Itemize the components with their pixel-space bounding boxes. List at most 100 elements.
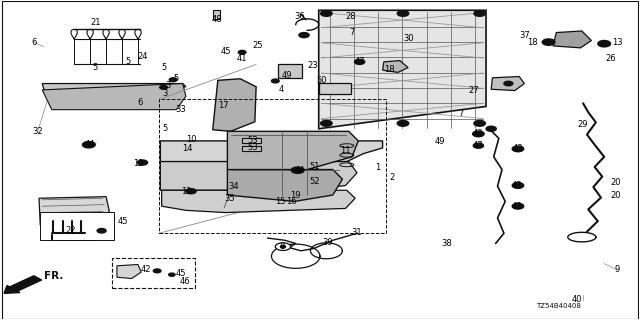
Circle shape: [138, 160, 148, 165]
Polygon shape: [161, 141, 383, 162]
Circle shape: [542, 39, 555, 45]
Text: 43: 43: [511, 181, 522, 190]
Text: 35: 35: [224, 194, 235, 204]
Circle shape: [271, 79, 279, 83]
Circle shape: [512, 183, 524, 188]
Polygon shape: [161, 162, 357, 190]
Text: 19: 19: [291, 190, 301, 200]
Text: 39: 39: [323, 238, 333, 247]
Text: 50: 50: [316, 76, 326, 85]
Text: 13: 13: [612, 38, 622, 47]
Polygon shape: [491, 76, 524, 91]
Circle shape: [83, 141, 95, 148]
Text: 18: 18: [527, 38, 538, 47]
Text: 14: 14: [182, 144, 193, 153]
Text: 53: 53: [248, 136, 259, 145]
Polygon shape: [319, 10, 486, 129]
Circle shape: [238, 50, 246, 54]
Polygon shape: [117, 265, 141, 278]
Text: 23: 23: [307, 60, 317, 69]
Text: 52: 52: [310, 177, 320, 186]
Text: 43: 43: [511, 202, 522, 211]
Bar: [242, 138, 261, 143]
Text: 20: 20: [611, 178, 621, 187]
Circle shape: [299, 33, 309, 38]
Circle shape: [186, 189, 196, 194]
Text: 6: 6: [31, 38, 36, 47]
Text: 26: 26: [605, 53, 616, 62]
Text: 5: 5: [126, 57, 131, 66]
Text: 21: 21: [90, 18, 100, 27]
Circle shape: [473, 143, 483, 148]
Polygon shape: [39, 197, 109, 225]
Text: 45: 45: [118, 217, 129, 226]
Text: 37: 37: [519, 31, 530, 40]
Text: 48: 48: [211, 15, 222, 24]
Text: 45: 45: [175, 268, 186, 278]
Circle shape: [169, 273, 175, 276]
Text: 15: 15: [275, 197, 285, 206]
Circle shape: [170, 78, 177, 82]
Circle shape: [321, 11, 332, 16]
Text: 8: 8: [279, 242, 284, 251]
Text: 38: 38: [441, 239, 452, 248]
Text: 2: 2: [389, 173, 394, 182]
Text: 5: 5: [161, 63, 166, 72]
Circle shape: [474, 121, 485, 126]
Text: 36: 36: [294, 12, 305, 21]
Text: 22: 22: [66, 226, 76, 235]
Text: 11: 11: [340, 146, 351, 155]
Polygon shape: [212, 79, 256, 131]
Text: 5: 5: [173, 74, 179, 83]
Circle shape: [598, 41, 611, 47]
Text: 20: 20: [611, 190, 621, 200]
Text: 44: 44: [85, 140, 95, 149]
Text: 44: 44: [294, 166, 305, 175]
Text: 47: 47: [473, 141, 484, 150]
Circle shape: [355, 59, 365, 64]
Text: 3: 3: [165, 81, 171, 90]
Circle shape: [154, 269, 161, 273]
Circle shape: [512, 146, 524, 152]
Text: 51: 51: [310, 162, 320, 171]
Text: 45: 45: [220, 46, 231, 56]
Text: 27: 27: [468, 86, 479, 95]
Text: 49: 49: [435, 137, 445, 146]
Text: 28: 28: [346, 12, 356, 21]
Polygon shape: [278, 64, 302, 78]
Text: 5: 5: [93, 63, 98, 72]
Polygon shape: [227, 170, 342, 201]
Circle shape: [486, 126, 496, 131]
Polygon shape: [162, 190, 355, 212]
Text: 41: 41: [237, 53, 247, 62]
Text: 40: 40: [572, 295, 582, 304]
Text: 30: 30: [403, 35, 413, 44]
Circle shape: [275, 243, 291, 251]
Polygon shape: [383, 60, 408, 72]
Text: 33: 33: [175, 105, 186, 114]
Text: 12: 12: [132, 159, 143, 168]
Text: 25: 25: [252, 41, 262, 50]
Text: 43: 43: [513, 144, 524, 153]
Bar: [242, 146, 261, 151]
Text: 43: 43: [473, 129, 484, 138]
Polygon shape: [42, 84, 186, 100]
Text: 10: 10: [186, 135, 196, 144]
Text: 24: 24: [137, 52, 148, 61]
Polygon shape: [42, 84, 186, 110]
Text: 12: 12: [180, 188, 191, 196]
Circle shape: [512, 203, 524, 209]
Bar: [159, 100, 386, 233]
Circle shape: [472, 131, 484, 137]
Circle shape: [474, 11, 485, 16]
Circle shape: [291, 167, 304, 173]
Text: 16: 16: [286, 197, 296, 206]
Text: 32: 32: [33, 127, 43, 136]
Polygon shape: [227, 131, 358, 176]
Text: 6: 6: [137, 98, 143, 107]
Text: 3: 3: [163, 89, 168, 98]
Text: 9: 9: [614, 265, 620, 275]
Circle shape: [280, 245, 285, 248]
Circle shape: [397, 121, 409, 126]
Circle shape: [504, 81, 513, 86]
